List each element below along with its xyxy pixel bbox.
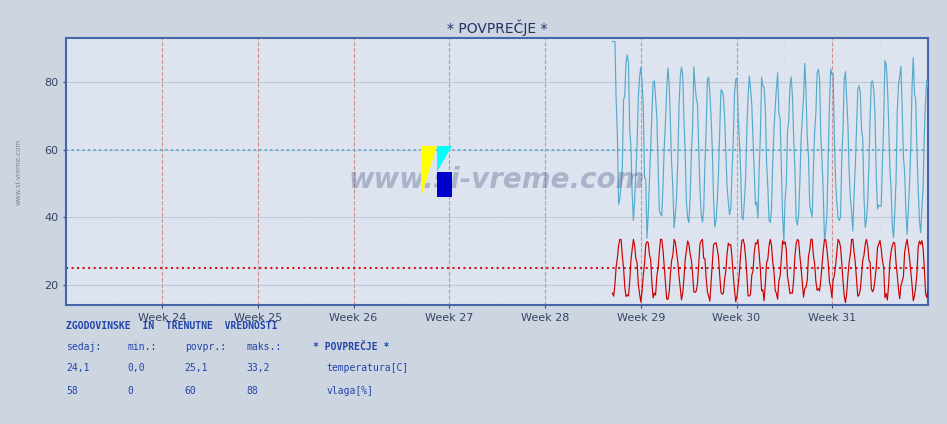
Text: 24,1: 24,1 xyxy=(66,363,90,373)
Text: maks.:: maks.: xyxy=(246,342,281,352)
Text: 0: 0 xyxy=(128,386,134,396)
Text: ZGODOVINSKE  IN  TRENUTNE  VREDNOSTI: ZGODOVINSKE IN TRENUTNE VREDNOSTI xyxy=(66,321,277,331)
Text: * POVPREČJE *: * POVPREČJE * xyxy=(313,342,389,352)
Text: min.:: min.: xyxy=(128,342,157,352)
Text: vlaga[%]: vlaga[%] xyxy=(327,386,374,396)
Text: 58: 58 xyxy=(66,386,78,396)
Text: sedaj:: sedaj: xyxy=(66,342,101,352)
Text: www.si-vreme.com: www.si-vreme.com xyxy=(16,139,22,205)
Text: 33,2: 33,2 xyxy=(246,363,270,373)
Polygon shape xyxy=(421,146,437,197)
Text: www.si-vreme.com: www.si-vreme.com xyxy=(348,166,646,194)
Text: 60: 60 xyxy=(185,386,196,396)
Text: povpr.:: povpr.: xyxy=(185,342,225,352)
Text: 88: 88 xyxy=(246,386,258,396)
Text: 25,1: 25,1 xyxy=(185,363,208,373)
Title: * POVPREČJE *: * POVPREČJE * xyxy=(447,19,547,36)
Polygon shape xyxy=(437,146,452,172)
Text: temperatura[C]: temperatura[C] xyxy=(327,363,409,373)
Text: 0,0: 0,0 xyxy=(128,363,146,373)
Polygon shape xyxy=(437,172,452,197)
